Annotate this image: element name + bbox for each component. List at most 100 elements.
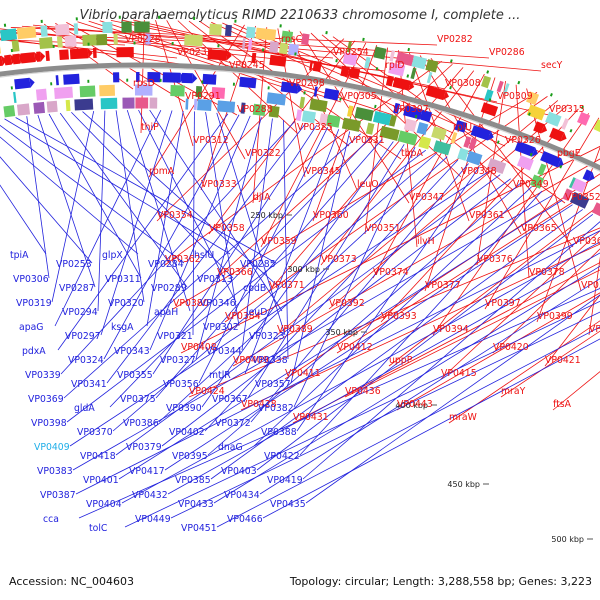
forward-callout-line [140,19,145,134]
forward-callout-line [552,371,600,411]
forward-callout-line [232,158,600,367]
forward-label: VP0380 [173,298,209,309]
reverse-callout-line [26,116,50,279]
forward-label: pbgE [557,148,581,159]
reverse-callout-line [146,110,184,327]
feature-block [480,102,499,117]
feature-block [55,23,70,36]
forward-label: VP0322 [245,148,281,159]
highlighted-label: VP0409 [34,442,70,453]
reverse-label: VP0401 [83,475,119,486]
reverse-callout-line [0,156,93,264]
feature-block [457,147,469,161]
tick-label-1: 300 kbp [287,265,320,274]
reverse-callout-line [262,338,600,519]
reverse-callout-line [0,136,139,255]
forward-label: VP0421 [545,355,581,366]
feature-block [301,33,310,46]
reverse-label: VP0386 [123,418,159,429]
feature-block [393,102,401,114]
feature-block [503,83,510,95]
feature-block [468,137,478,150]
forward-label: VP0307 [393,104,429,115]
feature-block [12,53,21,65]
feature-block [281,30,294,43]
reverse-label: hslU [194,250,214,261]
forward-label: VP0348 [461,166,497,177]
backbone-arc [0,62,600,171]
reverse-callout-line [106,123,306,384]
forward-callout-line [276,100,559,336]
forward-callout-line [180,145,600,354]
forward-label: VP0359 [261,236,297,247]
forward-label: VP0333 [201,179,237,190]
reverse-label: VP0433 [178,499,214,510]
forward-label: VP0326 [505,135,541,146]
forward-callout-line [484,117,600,310]
feature-block [268,105,280,118]
feature-block [269,54,287,67]
feature-block [217,100,236,113]
marker-dash [449,85,452,90]
reverse-callout-line [210,209,583,480]
feature-block [463,136,472,149]
feature-block [379,125,400,141]
feature-block [346,41,352,53]
forward-label: VP0373 [321,254,357,265]
tick-label-2: 350 kbp [325,328,358,337]
forward-label: tbpA [401,148,423,159]
forward-label: VP0352 [565,192,600,203]
forward-label: VP0351 [365,223,401,234]
feature-block [577,111,591,126]
reverse-callout-line [71,111,234,279]
feature-block [14,77,31,90]
forward-label: VP0358 [209,223,245,234]
feature-arrowhead [296,83,303,94]
reverse-label: VP0311 [105,274,141,285]
reverse-callout-line [82,111,280,288]
reverse-callout-line [283,119,289,360]
forward-label: VP0377 [425,280,461,291]
forward-label: rplU [453,122,472,133]
forward-callout-line [240,243,600,411]
forward-label: uppP [389,355,413,366]
feature-block [545,111,562,127]
forward-label: leuO [357,179,379,190]
feature-block [64,35,77,48]
forward-callout-line [155,19,194,147]
reverse-label: VP0435 [270,499,306,510]
forward-label: VP0315 [549,104,585,115]
feature-block [450,132,458,144]
forward-label: VP0399 [537,311,573,322]
forward-callout-line [424,77,496,292]
feature-block [299,96,306,109]
reverse-callout-line [152,124,318,375]
reverse-label: VP0449 [135,514,171,525]
feature-block [63,73,80,85]
forward-label: VP0409 [233,355,269,366]
forward-label: VP0345 [305,166,341,177]
feature-block [197,99,212,111]
reverse-label: VP0419 [267,475,303,486]
feature-arrowhead [443,90,450,101]
forward-callout-line [208,40,356,235]
feature-block [487,157,507,174]
reverse-label: VP0451 [181,523,217,534]
feature-block [11,40,20,52]
feature-block [278,42,289,55]
feature-block [431,126,447,141]
forward-label: VP0286 [489,47,525,58]
forward-label: VP0374 [373,267,409,278]
reverse-label: glpX [102,250,123,261]
forward-callout-line [336,184,600,354]
feature-block [426,71,433,84]
feature-arrowhead [226,50,232,61]
reverse-label: VP0346 [200,298,236,309]
feature-block [526,91,540,106]
forward-label: VP0360 [313,210,349,221]
feature-block [40,25,48,37]
feature-block [245,26,256,39]
reverse-callout-line [207,182,522,456]
feature-block [33,101,46,114]
